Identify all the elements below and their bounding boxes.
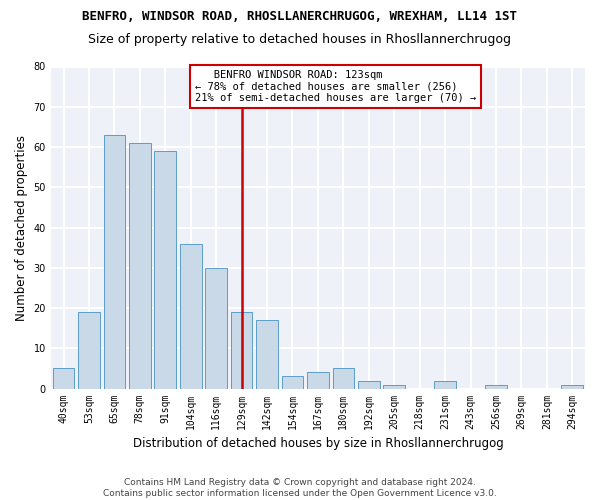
Bar <box>434 380 456 388</box>
Bar <box>129 143 151 388</box>
Bar <box>205 268 227 388</box>
Bar <box>281 376 303 388</box>
Text: BENFRO, WINDSOR ROAD, RHOSLLANERCHRUGOG, WREXHAM, LL14 1ST: BENFRO, WINDSOR ROAD, RHOSLLANERCHRUGOG,… <box>83 10 517 23</box>
Bar <box>104 135 125 388</box>
Bar <box>231 312 253 388</box>
Bar <box>485 384 507 388</box>
Bar <box>307 372 329 388</box>
Bar <box>256 320 278 388</box>
Bar <box>78 312 100 388</box>
Bar <box>154 151 176 388</box>
Text: Contains HM Land Registry data © Crown copyright and database right 2024.
Contai: Contains HM Land Registry data © Crown c… <box>103 478 497 498</box>
Bar <box>383 384 405 388</box>
Bar <box>53 368 74 388</box>
Bar <box>562 384 583 388</box>
Bar <box>332 368 354 388</box>
Y-axis label: Number of detached properties: Number of detached properties <box>15 134 28 320</box>
Bar <box>180 244 202 388</box>
Text: BENFRO WINDSOR ROAD: 123sqm
← 78% of detached houses are smaller (256)
21% of se: BENFRO WINDSOR ROAD: 123sqm ← 78% of det… <box>195 70 476 103</box>
X-axis label: Distribution of detached houses by size in Rhosllannerchrugog: Distribution of detached houses by size … <box>133 437 503 450</box>
Bar <box>358 380 380 388</box>
Text: Size of property relative to detached houses in Rhosllannerchrugog: Size of property relative to detached ho… <box>89 32 511 46</box>
